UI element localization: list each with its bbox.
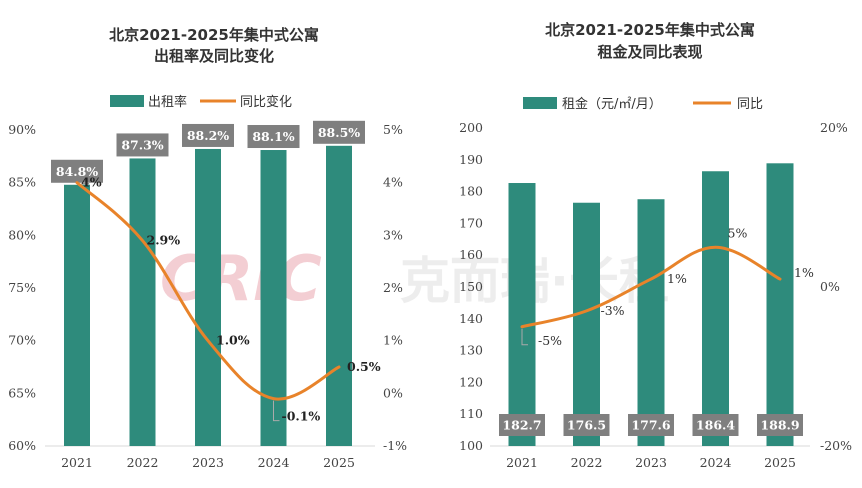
chart1-legend: 出租率 同比变化 (110, 94, 292, 110)
chart2-bar-value-label: 186.4 (696, 418, 735, 433)
chart1-bar-value-label: 88.5% (318, 125, 360, 140)
chart1-plot: 60% 65% 70% 75% 80% 85% 90% -1% 0% 1% 2% 3% 4% 5% 2021… (8, 120, 407, 470)
chart2-y-right-tick: -20% (820, 438, 852, 453)
chart1-y-left-tick: 65% (8, 385, 36, 400)
chart2-y-left-tick: 180 (459, 184, 483, 199)
chart1-y-right-tick: 4% (383, 175, 403, 190)
chart1-bar-value-label: 88.1% (252, 129, 294, 144)
chart1-bar (326, 145, 352, 447)
chart1-y-left-tick: 75% (8, 280, 36, 295)
chart2-bar-label-box (757, 414, 803, 436)
chart2-y-left-tick: 170 (459, 215, 483, 230)
chart1-bar-value-label: 88.2% (187, 128, 229, 143)
chart2-label-leader (521, 328, 528, 346)
chart2-y-right-tick: 20% (820, 120, 848, 135)
chart2-line-value-label: -5% (538, 333, 562, 348)
chart2-legend: 租金（元/㎡/月） 同比 (523, 96, 763, 112)
chart2-x-tick: 2024 (700, 455, 732, 470)
chart2-x-tick: 2022 (571, 455, 603, 470)
chart1-line-value-label: 4% (81, 175, 102, 190)
chart2-bar (702, 171, 729, 447)
chart2-bar-label-box (692, 414, 739, 436)
chart1-line-value-label: 0.5% (347, 359, 381, 374)
chart2-y-left-tick: 120 (459, 374, 483, 389)
chart1-y-right-tick: 1% (383, 333, 403, 348)
chart2-y-left-tick: 130 (459, 343, 483, 358)
chart1-line-value-label: 1.0% (216, 333, 250, 348)
chart2-y-left-tick: 200 (459, 120, 483, 135)
chart2-bar-value-label: 177.6 (631, 418, 670, 433)
chart1-bar-value-label: 87.3% (121, 137, 163, 152)
chart2-line-value-label: 5% (728, 225, 748, 240)
chart1-x-tick: 2021 (61, 455, 93, 470)
chart1-bar (64, 184, 90, 447)
chart2-plot: 100 110 120 130 140 150 160 170 180 190 200 -20% 0% 2… (459, 120, 852, 470)
chart1-line-series (75, 181, 341, 401)
chart2-y-left-tick: 110 (459, 406, 483, 421)
chart2-y-right-tick: 0% (820, 279, 840, 294)
chart2-bar (766, 163, 794, 446)
chart1-legend-bar-label: 出租率 (148, 94, 187, 110)
chart1-bar (129, 158, 156, 446)
chart2-bar-value-label: 188.9 (760, 418, 799, 433)
chart1-y-right-tick: 3% (383, 227, 403, 242)
chart2-y-left-tick: 160 (459, 247, 483, 262)
chart2-legend-line-label: 同比 (737, 97, 763, 112)
chart2-bar-label-box (563, 414, 610, 436)
chart2-legend-bar-swatch (523, 97, 557, 109)
chart2-line-series (520, 245, 782, 329)
chart1-line-value-label: -0.1% (282, 409, 321, 424)
chart2-title-line2: 租金及同比表现 (597, 43, 702, 61)
chart2-bar-label-box (499, 414, 545, 436)
chart2-x-tick: 2023 (635, 455, 667, 470)
chart1-x-tick: 2023 (192, 455, 224, 470)
chart2-y-left-tick: 150 (459, 279, 483, 294)
chart2-y-left-tick: 100 (459, 438, 483, 453)
chart1-bar-label-box (116, 133, 169, 157)
chart2-title-line1: 北京2021-2025年集中式公寓 (545, 21, 755, 39)
watermark-logo: CRIC (160, 242, 322, 315)
chart2-legend-bar-label: 租金（元/㎡/月） (562, 96, 662, 112)
chart1-y-left-tick: 85% (8, 175, 36, 190)
chart2-bar (573, 202, 600, 446)
chart1-legend-bar-swatch (110, 95, 144, 107)
chart1-y-right-tick: 2% (383, 280, 403, 295)
chart1-title-line2: 出租率及同比变化 (154, 47, 274, 65)
chart2-bar (508, 183, 536, 446)
chart1-bar-value-label: 84.8% (56, 164, 98, 179)
chart1-y-left-tick: 60% (8, 438, 36, 453)
chart1-bar-label-box (247, 125, 300, 149)
chart1-y-left-tick: 80% (8, 227, 36, 242)
chart1-bar-label-box (51, 159, 103, 183)
chart2-bar (637, 199, 665, 446)
chart1-label-leader (273, 400, 280, 422)
chart1-title-line1: 北京2021-2025年集中式公寓 (109, 26, 319, 44)
chart1-y-left-tick: 90% (8, 122, 36, 137)
chart1-line-value-label: 2.9% (147, 233, 181, 248)
chart1-legend-line-label: 同比变化 (240, 94, 292, 110)
chart2-x-tick: 2025 (764, 455, 796, 470)
chart1-bar (195, 148, 221, 446)
chart2-line-value-label: 1% (667, 271, 687, 286)
chart1-y-right-tick: 5% (383, 122, 403, 137)
chart1-x-tick: 2024 (258, 455, 290, 470)
chart2-y-left-tick: 190 (459, 152, 483, 167)
chart1-y-right-tick: -1% (383, 438, 407, 453)
chart2-x-tick: 2021 (506, 455, 538, 470)
chart2-y-left-tick: 140 (459, 311, 483, 326)
chart2-bar-value-label: 182.7 (502, 418, 541, 433)
chart2-line-value-label: 1% (794, 265, 814, 280)
chart1-bar-label-box (182, 123, 234, 147)
chart2-line-value-label: -3% (601, 303, 625, 318)
chart1-x-tick: 2022 (127, 455, 159, 470)
chart1-y-left-tick: 70% (8, 333, 36, 348)
chart2-bar-label-box (628, 414, 674, 436)
chart1-bar-label-box (313, 120, 365, 144)
chart2-bar-value-label: 176.5 (567, 418, 606, 433)
chart1-y-right-tick: 0% (383, 385, 403, 400)
chart1-x-tick: 2025 (323, 455, 355, 470)
